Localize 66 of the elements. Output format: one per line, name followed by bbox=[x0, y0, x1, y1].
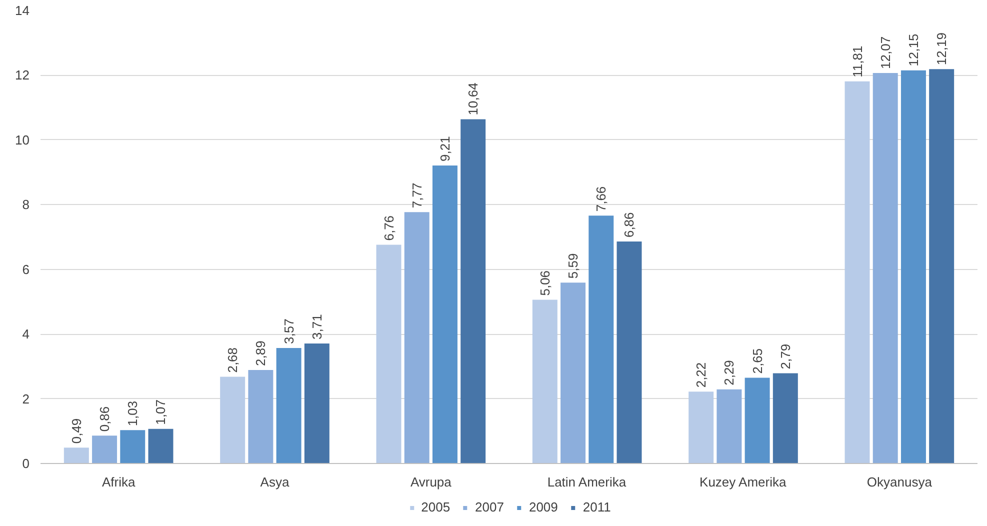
data-label: 2,89 bbox=[253, 340, 268, 366]
x-tick-label: Latin Amerika bbox=[547, 474, 627, 490]
bar bbox=[304, 343, 330, 464]
data-label: 3,71 bbox=[309, 314, 324, 340]
bar bbox=[772, 373, 798, 464]
bar bbox=[744, 378, 770, 464]
data-label: 12,07 bbox=[878, 36, 893, 69]
data-label: 2,65 bbox=[750, 348, 765, 374]
data-label: 6,76 bbox=[381, 215, 396, 241]
bar bbox=[120, 430, 146, 464]
bar bbox=[532, 300, 558, 464]
x-tick-label: Asya bbox=[260, 474, 290, 490]
data-label: 0,86 bbox=[97, 406, 112, 432]
data-label: 2,79 bbox=[778, 344, 793, 370]
bar bbox=[220, 376, 246, 464]
data-label: 0,49 bbox=[68, 418, 84, 444]
bar bbox=[588, 216, 614, 464]
data-label: 10,64 bbox=[466, 82, 481, 116]
bar bbox=[432, 165, 458, 464]
data-label: 1,07 bbox=[153, 400, 168, 425]
bar bbox=[376, 244, 402, 464]
bar bbox=[900, 70, 926, 464]
legend-label: 2011 bbox=[582, 500, 611, 514]
bar bbox=[92, 436, 118, 464]
bar bbox=[560, 282, 586, 464]
data-label: 2,29 bbox=[722, 360, 737, 386]
y-tick-label: 6 bbox=[22, 262, 30, 277]
y-tick-label: 2 bbox=[22, 391, 30, 406]
data-label: 2,22 bbox=[694, 362, 709, 388]
bar bbox=[248, 370, 274, 464]
legend-label: 2005 bbox=[421, 500, 450, 514]
bar bbox=[716, 389, 742, 464]
data-label: 1,03 bbox=[125, 400, 140, 426]
data-label: 9,21 bbox=[437, 136, 452, 162]
y-tick-label: 10 bbox=[15, 132, 30, 148]
data-label: 3,57 bbox=[281, 318, 296, 344]
bar bbox=[844, 81, 870, 464]
y-tick-label: 8 bbox=[22, 197, 30, 212]
bar bbox=[148, 428, 174, 464]
legend-label: 2007 bbox=[475, 500, 504, 514]
data-label: 11,81 bbox=[850, 46, 865, 78]
y-tick-label: 12 bbox=[15, 68, 30, 83]
y-tick-label: 4 bbox=[22, 326, 30, 342]
x-tick-label: Kuzey Amerika bbox=[700, 474, 788, 490]
bar bbox=[872, 72, 898, 464]
data-label: 7,66 bbox=[594, 186, 609, 212]
bar bbox=[688, 392, 714, 464]
x-tick-label: Afrika bbox=[102, 474, 136, 490]
data-label: 12,15 bbox=[906, 34, 921, 66]
bar bbox=[276, 348, 302, 464]
bar bbox=[404, 212, 430, 464]
x-tick-label: Avrupa bbox=[410, 474, 452, 490]
data-label: 12,19 bbox=[934, 32, 950, 66]
y-tick-label: 0 bbox=[22, 456, 30, 471]
bar bbox=[616, 242, 642, 464]
data-label: 5,06 bbox=[537, 270, 552, 296]
legend-label: 2009 bbox=[528, 500, 558, 514]
bar bbox=[64, 448, 89, 464]
data-label: 7,77 bbox=[409, 182, 424, 208]
data-label: 5,59 bbox=[566, 253, 581, 279]
data-label: 2,68 bbox=[225, 347, 240, 373]
bar bbox=[460, 119, 486, 464]
x-tick-label: Okyanusya bbox=[866, 474, 933, 490]
data-label: 6,86 bbox=[622, 212, 637, 238]
y-tick-label: 14 bbox=[15, 3, 30, 18]
bar bbox=[929, 69, 954, 464]
